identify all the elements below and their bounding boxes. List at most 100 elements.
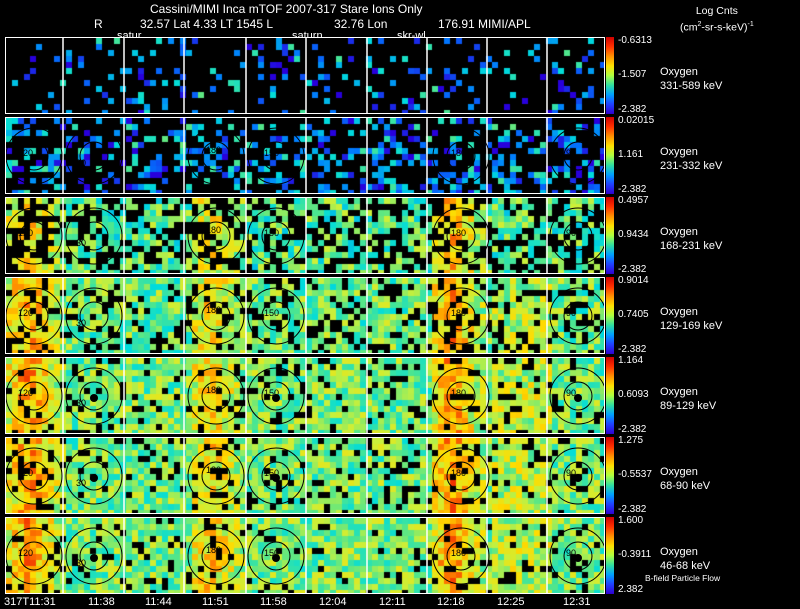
flow-direction-marker — [574, 554, 582, 562]
pitch-angle-contour — [6, 447, 63, 505]
pitch-angle-contour — [19, 461, 49, 491]
pitch-angle-contour — [79, 141, 109, 171]
species-name: Oxygen — [660, 146, 698, 158]
spectrogram-panel: 120 30 180 150 180 90 — [5, 117, 605, 194]
pitch-angle-contour — [187, 127, 245, 185]
colorbar — [606, 517, 614, 594]
flow-direction-marker — [574, 394, 582, 402]
spectrogram-panel: 120 30 180 150 180 90 — [5, 277, 605, 354]
colorbar-max-label: 1.600 — [618, 515, 644, 526]
pitch-angle-contour — [65, 287, 123, 345]
pitch-angle-contour — [19, 381, 49, 411]
pitch-angle-contour — [187, 447, 245, 505]
pitch-angle-contour — [201, 141, 231, 171]
time-tick-label: 12:31 — [563, 596, 591, 608]
species-energy-label: Oxygen 68-90 keV — [660, 465, 710, 493]
pitch-angle-contour — [187, 287, 245, 345]
colorbar — [606, 117, 614, 194]
energy-range: 68-90 keV — [660, 480, 711, 492]
contour-label: 90 — [566, 228, 576, 238]
pitch-angle-contour — [432, 127, 490, 185]
pitch-angle-contour — [549, 207, 604, 265]
contour-label: 120 — [18, 148, 33, 158]
contour-label: 120 — [18, 308, 33, 318]
info-lon: 32.76 Lon — [334, 17, 388, 31]
contour-label: 150 — [264, 148, 279, 158]
pitch-angle-contour — [549, 527, 604, 585]
colorbar-min-label: -2.382 — [618, 264, 647, 275]
pitch-angle-contour — [549, 287, 604, 345]
pitch-angle-contour — [247, 527, 305, 585]
pitch-angle-contour — [261, 141, 291, 171]
pitch-angle-contour — [549, 127, 604, 185]
pitch-angle-contour — [549, 447, 604, 505]
flow-direction-marker — [272, 554, 280, 562]
contour-label: 180 — [451, 228, 466, 238]
pitch-angle-contour — [261, 541, 291, 571]
pitch-angle-contour — [563, 221, 593, 251]
flow-direction-marker — [90, 554, 98, 562]
pitch-angle-contour — [247, 287, 305, 345]
colorbar-min-label: -2.382 — [618, 504, 647, 515]
colorbar-min-label: -2.382 — [618, 104, 647, 115]
colorbar-mid-label: 0.9434 — [618, 229, 649, 240]
contour-label: 90 — [566, 308, 576, 318]
pitch-angle-contour — [563, 541, 593, 571]
pitch-angle-contour — [187, 207, 245, 265]
colorbar-min-label: -2.382 — [618, 184, 647, 195]
pitch-angle-contour — [563, 141, 593, 171]
pitch-angle-contour — [65, 527, 123, 585]
colorbar-mid-label: -1.507 — [618, 69, 647, 80]
units-line1: Log Cnts — [695, 5, 738, 17]
sector-overlay: 120 30 180 150 180 90 — [6, 278, 604, 353]
contour-label: 180 — [451, 468, 466, 478]
pitch-angle-contour — [6, 367, 63, 425]
pitch-angle-contour — [19, 141, 49, 171]
contour-label: 180 — [206, 225, 221, 235]
contour-label: 180 — [206, 305, 221, 315]
time-tick-label: 11:44 — [145, 596, 172, 608]
sector-overlay — [62, 38, 548, 113]
pitch-angle-contour — [79, 301, 109, 331]
spectrogram-panels: 120 30 180 150 180 90 120 30 180 150 180 90 120 30 180… — [5, 37, 605, 594]
pitch-angle-contour — [549, 367, 604, 425]
pitch-angle-contour — [6, 207, 63, 265]
pitch-angle-contour — [432, 447, 490, 505]
energy-range: 168-231 keV — [660, 240, 723, 252]
pitch-angle-contour — [19, 221, 49, 251]
units-pre: (cm — [680, 21, 698, 34]
spectrogram-panel: 120 30 180 150 180 90 — [5, 517, 605, 594]
pitch-angle-contour — [65, 127, 123, 185]
sector-overlay: 120 30 180 150 180 90 — [6, 438, 604, 513]
pitch-angle-contour — [261, 221, 291, 251]
energy-range: 129-169 keV — [660, 320, 723, 332]
sector-overlay: 120 30 180 150 180 90 — [6, 518, 604, 593]
colorbar-max-label: -0.6313 — [618, 35, 652, 46]
info-mimi: 176.91 MIMI/APL — [438, 17, 531, 31]
species-name: Oxygen — [660, 306, 698, 318]
colorbar-max-label: 0.02015 — [618, 115, 655, 126]
pitch-angle-contour — [261, 461, 291, 491]
time-tick-label: 12:25 — [497, 596, 525, 608]
spectrogram-panel — [5, 37, 605, 114]
contour-label: 90 — [566, 148, 576, 158]
time-tick-label: 12:18 — [437, 596, 465, 608]
colorbar-mid-label: -0.3911 — [618, 549, 652, 560]
pitch-angle-contour — [446, 381, 476, 411]
contour-label: 180 — [206, 145, 221, 155]
pitch-angle-contour — [432, 527, 490, 585]
contour-label: 90 — [566, 388, 576, 398]
colorbar-min-label: -2.382 — [618, 344, 647, 355]
pitch-angle-contour — [563, 301, 593, 331]
contour-label: 180 — [206, 385, 221, 395]
pitch-angle-contour — [65, 447, 123, 505]
pitch-angle-contour — [261, 301, 291, 331]
pitch-angle-contour — [6, 527, 63, 585]
time-tick-label: 11:51 — [202, 596, 229, 608]
units-line2: (cm2-sr-s-keV)-1 — [680, 18, 754, 35]
pitch-angle-contour — [261, 381, 291, 411]
pitch-angle-contour — [79, 381, 109, 411]
info-r: R — [94, 17, 103, 31]
plot-title: Cassini/MIMI Inca mTOF 2007-317 Stare Io… — [150, 2, 423, 16]
spectrogram-panel: 120 30 180 150 180 90 — [5, 197, 605, 274]
